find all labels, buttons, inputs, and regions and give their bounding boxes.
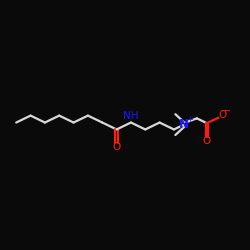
Text: N: N (179, 118, 189, 131)
Text: O: O (218, 110, 226, 120)
Text: −: − (223, 106, 231, 116)
Text: +: + (186, 115, 193, 124)
Text: NH: NH (123, 110, 139, 120)
Text: O: O (112, 142, 121, 152)
Text: O: O (203, 136, 211, 146)
